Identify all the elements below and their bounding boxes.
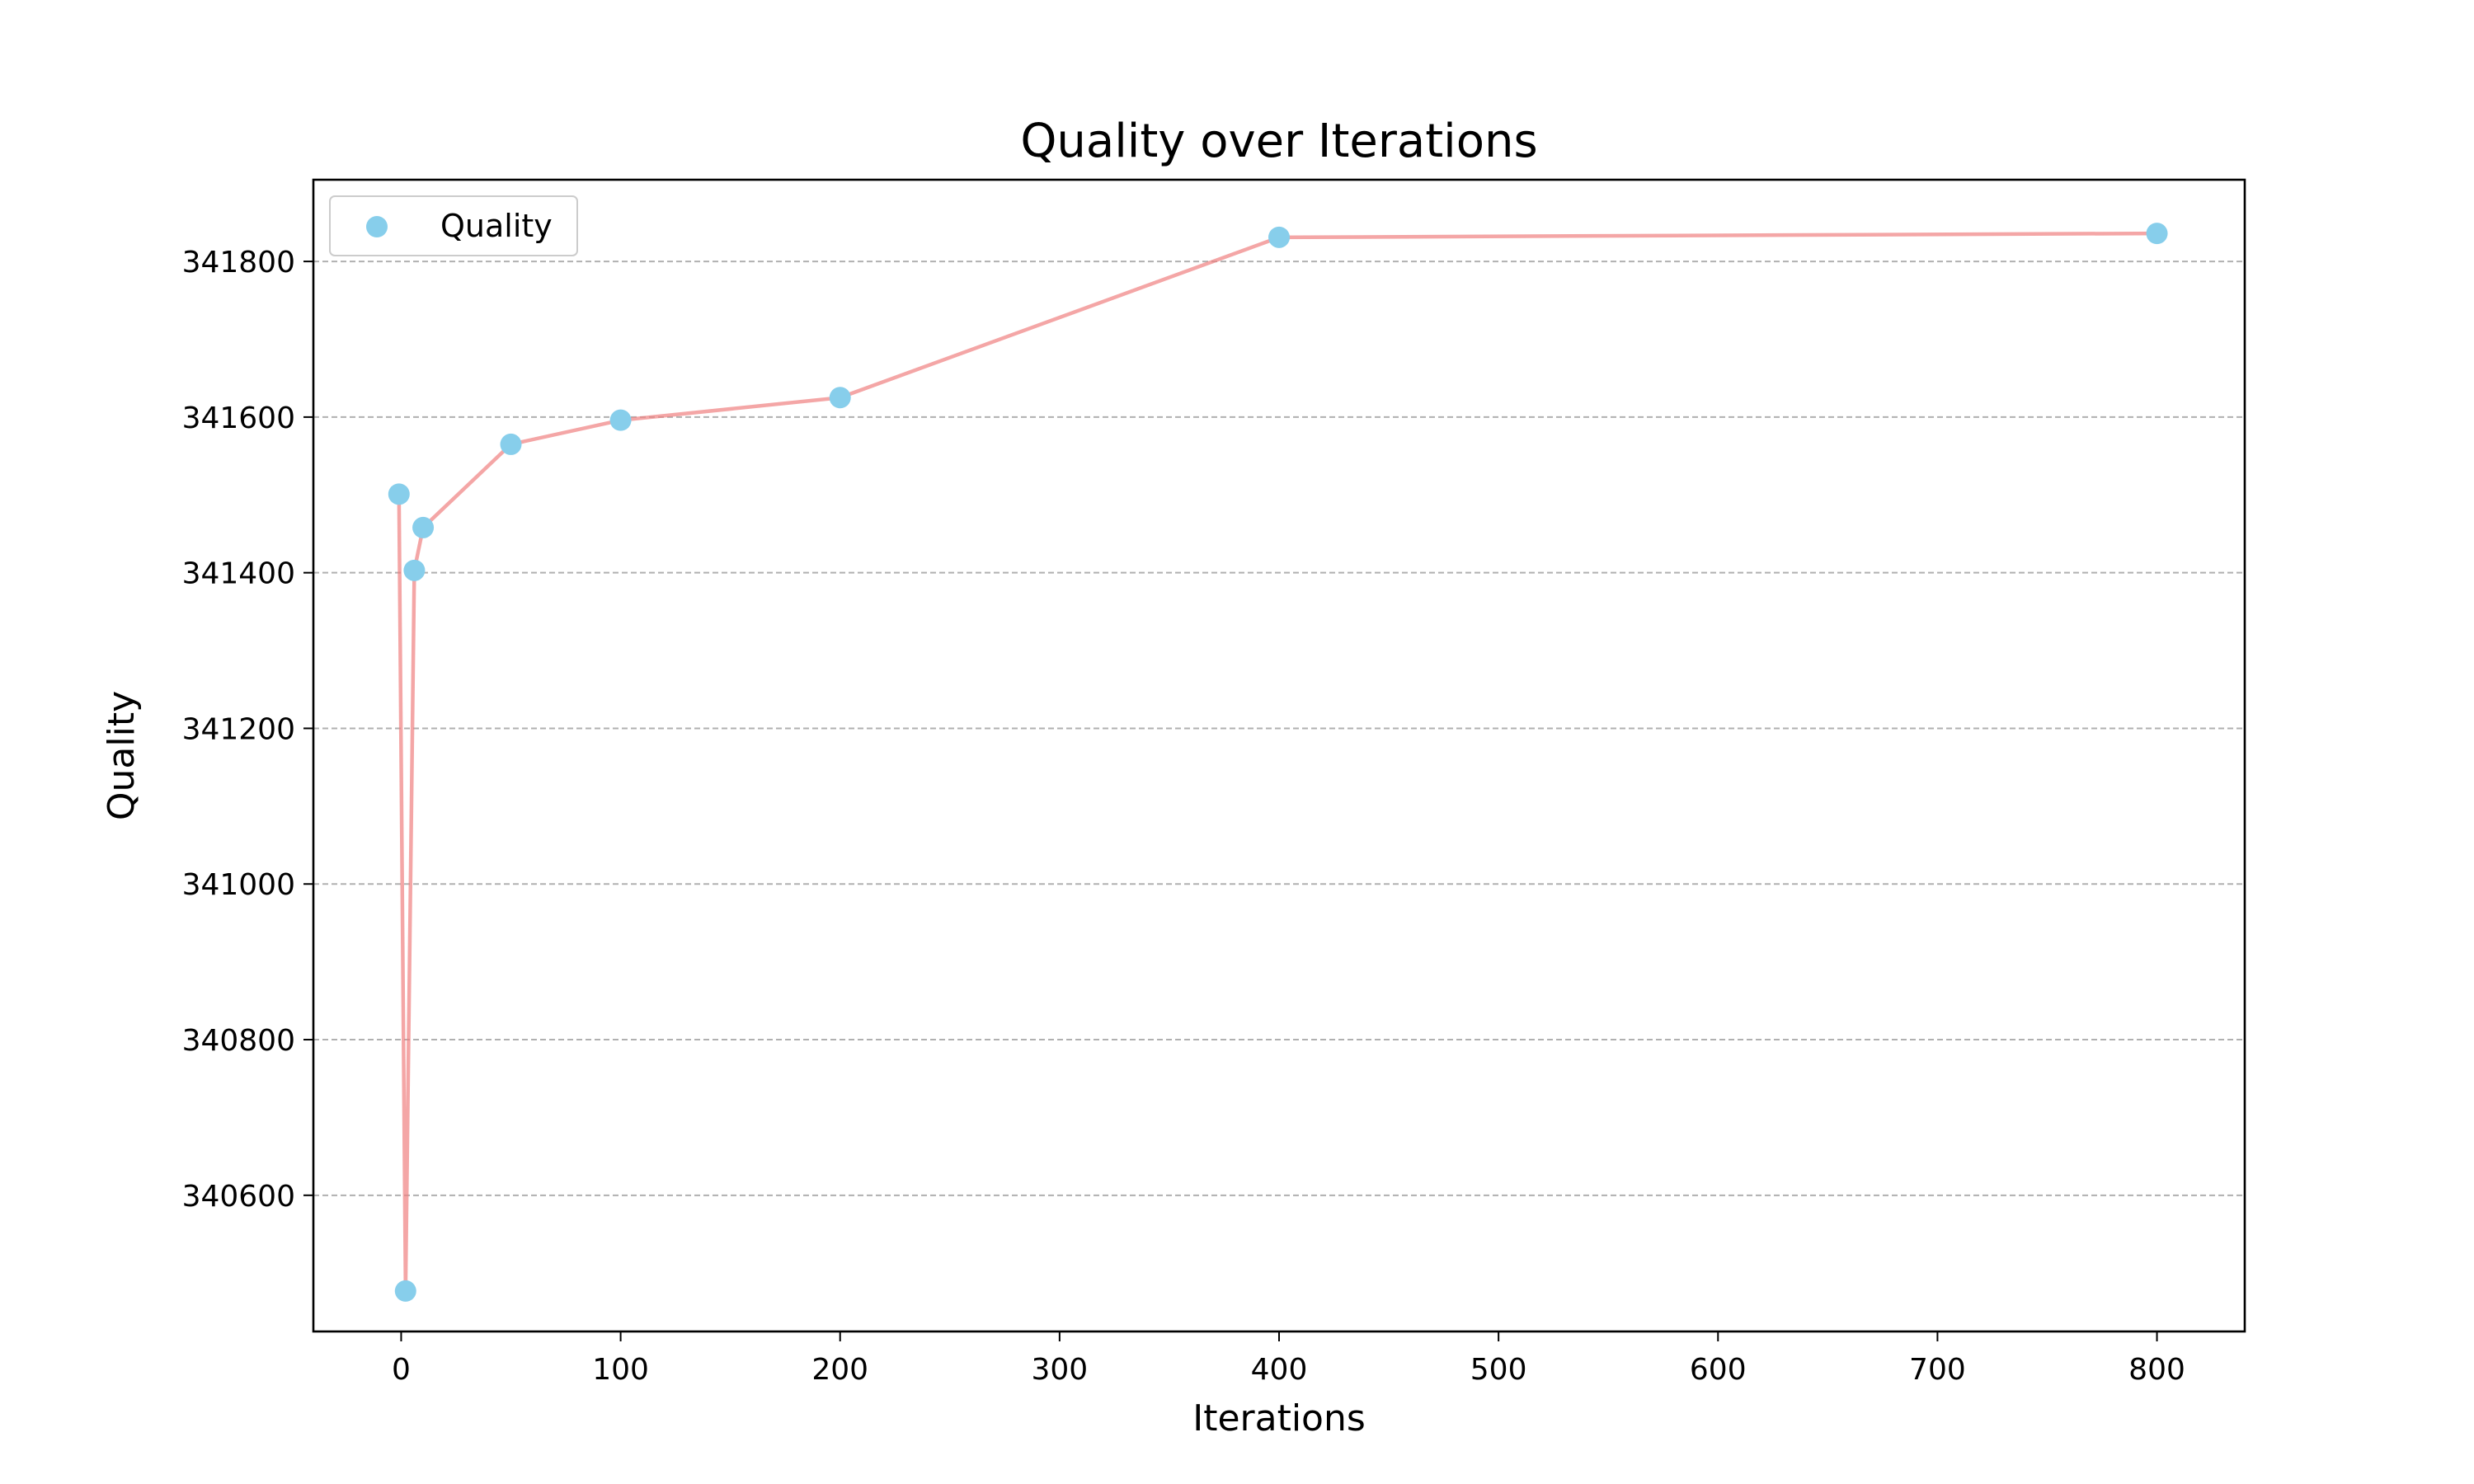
y-axis-label: Quality	[101, 691, 143, 820]
legend: Quality	[329, 195, 578, 256]
legend-marker	[366, 216, 388, 237]
y-tick-label: 341600	[182, 402, 295, 435]
x-tick-label: 800	[2128, 1353, 2185, 1387]
x-tick-label: 700	[1909, 1353, 1966, 1387]
x-tick-label: 0	[392, 1353, 411, 1387]
data-point	[500, 433, 522, 455]
x-tick-label: 300	[1032, 1353, 1089, 1387]
plot-frame	[312, 178, 2246, 1333]
y-tick-label: 341000	[182, 868, 295, 902]
grid-lines	[313, 261, 2245, 1196]
x-axis-label: Iterations	[1192, 1397, 1366, 1439]
data-point	[2146, 223, 2168, 245]
data-point	[394, 1280, 416, 1302]
data-point	[388, 483, 410, 505]
data-point	[1268, 226, 1290, 248]
data-point	[829, 387, 851, 409]
x-tick-label: 400	[1251, 1353, 1308, 1387]
x-tick-label: 500	[1470, 1353, 1527, 1387]
y-tick-label: 340800	[182, 1024, 295, 1058]
legend-box	[329, 195, 578, 256]
y-tick-label: 341800	[182, 246, 295, 279]
legend-label: Quality	[440, 208, 553, 244]
series-line	[397, 231, 2157, 1294]
data-point	[403, 559, 426, 581]
chart-title: Quality over Iterations	[1020, 115, 1537, 168]
y-tick-label: 340600	[182, 1180, 295, 1214]
data-point	[609, 409, 632, 431]
x-tick-label: 200	[811, 1353, 868, 1387]
data-point	[412, 516, 435, 538]
series-markers	[388, 223, 2168, 1302]
x-axis-ticks: 0 100 200 300 400 500 600 700 800	[392, 1331, 2185, 1387]
x-tick-label: 100	[592, 1353, 649, 1387]
x-tick-label: 600	[1690, 1353, 1747, 1387]
y-axis-ticks: 340600 340800 341000 341200 341400 341600 3418…	[182, 246, 313, 1214]
y-tick-label: 341200	[182, 712, 295, 746]
y-tick-label: 341400	[182, 557, 295, 591]
series-line-group	[397, 231, 2157, 1294]
